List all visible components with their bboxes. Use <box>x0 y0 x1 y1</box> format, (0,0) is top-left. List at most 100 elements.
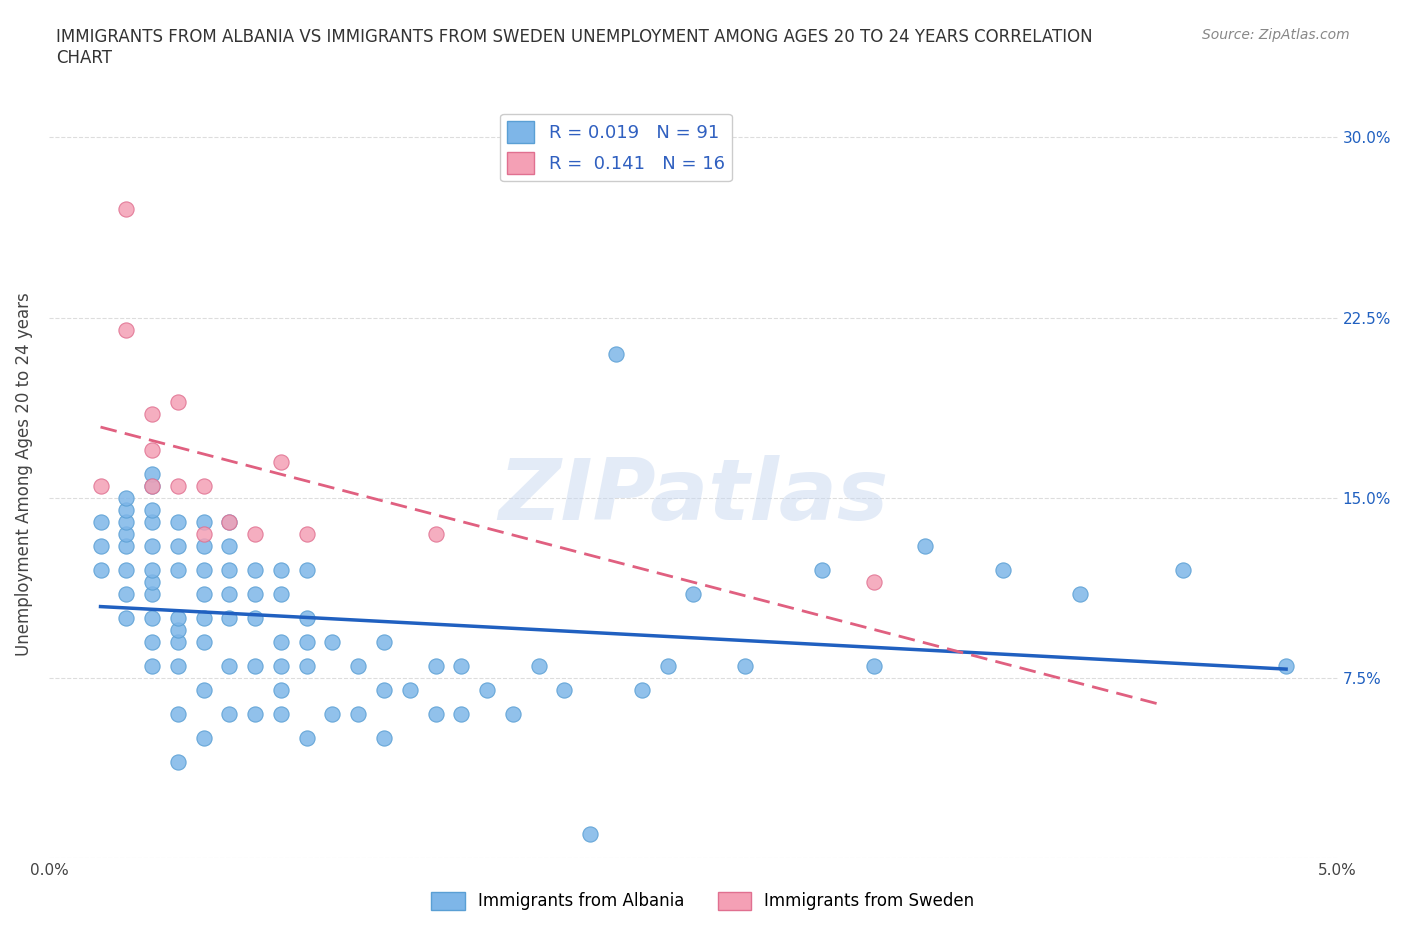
Point <box>115 202 138 217</box>
Point <box>425 526 447 541</box>
Point <box>166 707 188 722</box>
Point <box>193 634 215 649</box>
Point <box>450 707 472 722</box>
Point <box>115 490 138 505</box>
Point <box>373 683 395 698</box>
Point <box>141 502 163 517</box>
Point <box>321 634 343 649</box>
Point <box>141 406 163 421</box>
Point <box>630 683 652 698</box>
Point <box>218 514 240 529</box>
Point <box>218 563 240 578</box>
Point <box>166 563 188 578</box>
Legend: Immigrants from Albania, Immigrants from Sweden: Immigrants from Albania, Immigrants from… <box>425 885 981 917</box>
Point <box>347 707 370 722</box>
Point <box>115 502 138 517</box>
Point <box>89 478 111 493</box>
Point <box>141 634 163 649</box>
Point <box>243 658 266 673</box>
Point <box>218 658 240 673</box>
Text: Source: ZipAtlas.com: Source: ZipAtlas.com <box>1202 28 1350 42</box>
Point <box>141 610 163 625</box>
Point <box>398 683 420 698</box>
Point <box>141 658 163 673</box>
Point <box>243 526 266 541</box>
Point <box>193 526 215 541</box>
Point <box>502 707 524 722</box>
Point <box>193 514 215 529</box>
Point <box>166 634 188 649</box>
Point <box>115 563 138 578</box>
Point <box>166 538 188 553</box>
Point <box>270 683 292 698</box>
Point <box>527 658 550 673</box>
Point <box>193 478 215 493</box>
Point <box>141 442 163 457</box>
Text: IMMIGRANTS FROM ALBANIA VS IMMIGRANTS FROM SWEDEN UNEMPLOYMENT AMONG AGES 20 TO : IMMIGRANTS FROM ALBANIA VS IMMIGRANTS FR… <box>56 28 1092 67</box>
Point <box>295 658 318 673</box>
Point <box>115 610 138 625</box>
Point <box>862 575 884 590</box>
Point <box>115 526 138 541</box>
Point <box>425 707 447 722</box>
Point <box>373 730 395 745</box>
Point <box>991 563 1014 578</box>
Point <box>193 683 215 698</box>
Point <box>1171 563 1194 578</box>
Point <box>553 683 575 698</box>
Point <box>450 658 472 673</box>
Point <box>295 526 318 541</box>
Point <box>141 563 163 578</box>
Point <box>141 575 163 590</box>
Point <box>166 610 188 625</box>
Point <box>295 563 318 578</box>
Point <box>270 454 292 469</box>
Point <box>89 538 111 553</box>
Point <box>425 658 447 673</box>
Point <box>193 563 215 578</box>
Point <box>734 658 756 673</box>
Legend: R = 0.019   N = 91, R =  0.141   N = 16: R = 0.019 N = 91, R = 0.141 N = 16 <box>501 113 733 181</box>
Point <box>166 754 188 769</box>
Point <box>243 586 266 601</box>
Point <box>193 730 215 745</box>
Point <box>295 634 318 649</box>
Point <box>373 634 395 649</box>
Point <box>193 586 215 601</box>
Point <box>1275 658 1298 673</box>
Point <box>914 538 936 553</box>
Point <box>141 478 163 493</box>
Point <box>243 707 266 722</box>
Point <box>166 478 188 493</box>
Point <box>347 658 370 673</box>
Point <box>270 658 292 673</box>
Point <box>193 538 215 553</box>
Point <box>295 730 318 745</box>
Point <box>218 707 240 722</box>
Point <box>89 514 111 529</box>
Point <box>218 538 240 553</box>
Point <box>270 634 292 649</box>
Point <box>270 586 292 601</box>
Point <box>682 586 704 601</box>
Point <box>579 827 602 842</box>
Point <box>141 514 163 529</box>
Point <box>141 478 163 493</box>
Point <box>89 563 111 578</box>
Point <box>115 538 138 553</box>
Point <box>193 610 215 625</box>
Point <box>218 514 240 529</box>
Point <box>166 514 188 529</box>
Point <box>321 707 343 722</box>
Point <box>862 658 884 673</box>
Point <box>115 514 138 529</box>
Point <box>270 707 292 722</box>
Point <box>115 322 138 337</box>
Point <box>270 563 292 578</box>
Y-axis label: Unemployment Among Ages 20 to 24 years: Unemployment Among Ages 20 to 24 years <box>15 292 32 656</box>
Text: ZIPatlas: ZIPatlas <box>498 455 889 538</box>
Point <box>141 586 163 601</box>
Point <box>141 538 163 553</box>
Point <box>243 610 266 625</box>
Point <box>243 563 266 578</box>
